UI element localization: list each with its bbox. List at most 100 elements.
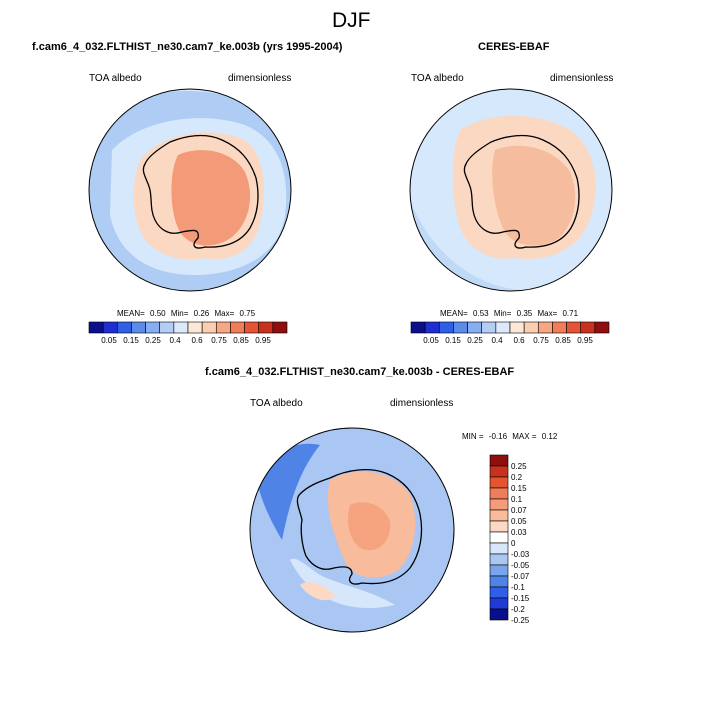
- model-variable-label: TOA albedo: [89, 73, 142, 84]
- model-colorbar-box: [131, 321, 146, 334]
- obs-colorbar-box: [523, 321, 539, 334]
- diff-colorbar-label: -0.1: [511, 583, 525, 592]
- diff-panel-title: f.cam6_4_032.FLTHIST_ne30.cam7_ke.003b -…: [205, 366, 515, 378]
- diff-colorbar-label: 0.05: [511, 517, 527, 526]
- model-colorbar-box: [258, 321, 274, 334]
- model-colorbar-label: 0.75: [211, 336, 227, 345]
- diff-max-label: MAX =: [512, 432, 537, 441]
- obs-colorbar-box: [481, 321, 497, 334]
- model-colorbar-box: [244, 321, 260, 334]
- diff-colorbar-label: 0.15: [511, 484, 527, 493]
- obs-colorbar-box: [594, 321, 610, 334]
- diff-colorbar-box: [489, 586, 509, 599]
- obs-colorbar-label: 0.95: [577, 336, 593, 345]
- diff-colorbar-box: [489, 476, 509, 489]
- diff-colorbar-box: [489, 465, 509, 478]
- model-colorbar-box: [215, 321, 231, 334]
- diff-colorbar-box: [489, 509, 509, 522]
- model-colorbar-box: [159, 321, 175, 334]
- diff-colorbar-label: 0.25: [511, 462, 527, 471]
- diff-positive-patch: [300, 582, 335, 601]
- diff-variable-label: TOA albedo: [250, 398, 303, 409]
- model-ice-interior: [171, 150, 251, 246]
- model-colorbar-box: [116, 321, 132, 334]
- diff-colorbar-box: [489, 608, 509, 621]
- model-mean-label: MEAN=: [117, 309, 145, 318]
- diff-stats: MIN = -0.16 MAX = 0.12: [462, 432, 557, 441]
- diff-colorbar-label: 0.03: [511, 528, 527, 537]
- model-colorbar-label: 0.6: [191, 336, 203, 345]
- model-colorbar-label: 0.95: [255, 336, 271, 345]
- model-units-label: dimensionless: [228, 73, 292, 84]
- obs-panel-title: CERES-EBAF: [478, 41, 550, 53]
- model-colorbar-box: [201, 321, 217, 334]
- model-colorbar-box: [187, 321, 203, 334]
- obs-colorbar-label: 0.75: [533, 336, 549, 345]
- obs-colorbar-box: [424, 321, 440, 334]
- model-min-label: Min=: [170, 309, 189, 318]
- diff-colorbar-label: -0.25: [511, 616, 530, 625]
- obs-colorbar-box: [566, 321, 582, 334]
- model-colorbar-box: [88, 321, 104, 334]
- obs-units-label: dimensionless: [550, 73, 614, 84]
- model-colorbar-box: [145, 321, 161, 334]
- diff-coastline: [296, 468, 423, 585]
- diff-colorbar-box: [489, 498, 509, 511]
- diff-positive-core: [347, 502, 391, 551]
- obs-colorbar-label: 0.05: [423, 336, 439, 345]
- obs-coastline: [463, 134, 580, 249]
- obs-colorbar-label: 0.15: [445, 336, 461, 345]
- diff-colorbar-label: 0.07: [511, 506, 527, 515]
- obs-map-border: [409, 88, 613, 292]
- obs-min-value: 0.35: [516, 309, 533, 318]
- diff-colorbar-label: 0.1: [511, 495, 523, 504]
- model-colorbar-label: 0.4: [169, 336, 181, 345]
- obs-colorbar-label: 0.6: [513, 336, 525, 345]
- obs-colorbar-box: [453, 321, 468, 334]
- obs-colorbar-box: [467, 321, 483, 334]
- obs-colorbar-label: 0.25: [467, 336, 483, 345]
- model-max-value: 0.75: [239, 309, 256, 318]
- obs-colorbar-box: [495, 321, 511, 334]
- diff-min-label: MIN =: [462, 432, 484, 441]
- model-stats: MEAN= 0.50 Min= 0.26 Max= 0.75: [117, 309, 255, 318]
- obs-min-label: Min=: [493, 309, 512, 318]
- obs-mean-label: MEAN=: [440, 309, 468, 318]
- diff-map-border: [249, 427, 455, 633]
- model-panel-title: f.cam6_4_032.FLTHIST_ne30.cam7_ke.003b (…: [32, 41, 343, 53]
- obs-colorbar-box: [552, 321, 567, 334]
- obs-colorbar-box: [438, 321, 454, 334]
- diff-map: [249, 427, 455, 633]
- diff-colorbar-label: -0.15: [511, 594, 530, 603]
- diff-colorbar-label: -0.2: [511, 605, 525, 614]
- obs-max-label: Max=: [537, 309, 558, 318]
- obs-stats: MEAN= 0.53 Min= 0.35 Max= 0.71: [440, 309, 578, 318]
- diff-colorbar-label: -0.07: [511, 572, 530, 581]
- model-min-value: 0.26: [193, 309, 210, 318]
- model-colorbar: 0.05 0.15 0.25 0.4 0.6 0.75 0.85 0.95: [88, 321, 288, 345]
- model-colorbar-label: 0.15: [123, 336, 139, 345]
- figure-title: DJF: [332, 9, 371, 32]
- diff-units-label: dimensionless: [390, 398, 454, 409]
- obs-colorbar-label: 0.4: [491, 336, 503, 345]
- diff-colorbar: 0.25 0.2 0.15 0.1 0.07 0.05 0.03 0 -0.03 -0.05 -0.…: [489, 454, 530, 625]
- model-mean-value: 0.50: [150, 309, 166, 318]
- obs-variable-label: TOA albedo: [411, 73, 464, 84]
- diff-colorbar-box: [489, 520, 509, 533]
- obs-ice-interior: [492, 145, 576, 246]
- model-map-border: [88, 88, 292, 292]
- model-max-label: Max=: [214, 309, 235, 318]
- diff-min-value: -0.16: [488, 432, 508, 441]
- model-colorbar-box: [102, 321, 118, 334]
- model-map: [88, 88, 292, 292]
- obs-colorbar-box: [410, 321, 426, 334]
- diff-colorbar-box: [489, 564, 509, 577]
- model-colorbar-label: 0.05: [101, 336, 117, 345]
- obs-colorbar-label: 0.85: [555, 336, 571, 345]
- obs-colorbar-box: [580, 321, 596, 334]
- obs-colorbar-box: [537, 321, 553, 334]
- diff-colorbar-label: -0.03: [511, 550, 530, 559]
- obs-map: [409, 88, 613, 292]
- diff-pale-band: [290, 558, 395, 608]
